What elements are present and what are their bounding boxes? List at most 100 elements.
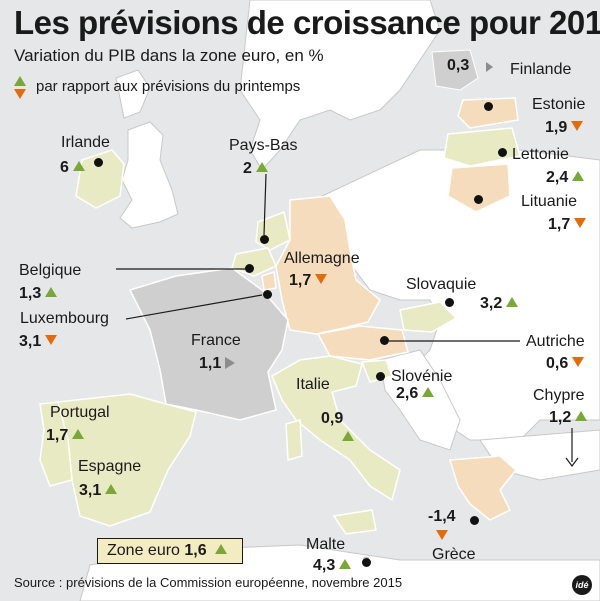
- value-lettonie: 2,4: [546, 169, 585, 187]
- marker-irlande: [94, 158, 103, 167]
- value-slovenie: 2,6: [396, 385, 435, 403]
- zone-euro-box: Zone euro 1,6: [97, 538, 243, 564]
- label-grece: Grèce: [432, 546, 476, 563]
- trend-down-icon: [45, 335, 58, 345]
- label-estonie: Estonie: [532, 96, 586, 113]
- value-belgique: 1,3: [19, 285, 58, 303]
- value-italie: 0,9: [321, 410, 344, 427]
- trend-up-icon: [575, 411, 588, 421]
- trend-up-icon: [342, 429, 354, 447]
- source-note: Source : prévisions de la Commission eur…: [14, 575, 403, 590]
- label-paysbas: Pays-Bas: [229, 137, 298, 154]
- trend-up-icon: [45, 287, 58, 297]
- trend-up-icon: [72, 429, 85, 439]
- value-slovaquie: 3,2: [480, 295, 519, 313]
- label-belgique: Belgique: [19, 262, 82, 279]
- zone-euro-value: 1,6: [184, 542, 207, 559]
- land-paysbas: [255, 210, 291, 251]
- value-autriche: 0,6: [546, 355, 585, 373]
- value-grece: -1,4: [428, 508, 456, 525]
- value-malte: 4,3: [313, 557, 352, 575]
- label-portugal: Portugal: [50, 404, 110, 421]
- trend-unchanged-icon: [225, 357, 236, 369]
- value-france: 1,1: [199, 355, 236, 373]
- marker-slovenie: [376, 372, 385, 381]
- label-espagne: Espagne: [78, 458, 142, 475]
- label-chypre: Chypre: [533, 387, 585, 404]
- marker-slovaquie: [445, 298, 454, 307]
- land-scandinavia: [239, 0, 441, 171]
- label-luxembourg: Luxembourg: [20, 310, 109, 327]
- label-malte: Malte: [306, 536, 346, 553]
- value-chypre: 1,2: [549, 409, 588, 427]
- trend-up-icon: [72, 161, 85, 171]
- legend-down-icon: [14, 87, 26, 105]
- land-lituanie: [447, 163, 511, 213]
- marker-paysbas: [260, 235, 269, 244]
- value-lituanie: 1,7: [548, 216, 587, 234]
- trend-up-icon: [215, 544, 228, 554]
- land-balkans: [379, 349, 461, 451]
- value-estonie: 1,9: [545, 119, 584, 137]
- marker-autriche: [380, 336, 389, 345]
- value-finlande: 0,3: [447, 57, 470, 74]
- land-finland: [431, 49, 479, 91]
- land-autriche: [316, 325, 409, 361]
- trend-up-icon: [422, 387, 435, 397]
- label-france: France: [191, 332, 241, 349]
- zone-euro-label: Zone euro: [107, 542, 180, 559]
- marker-belgique: [245, 264, 254, 273]
- trend-up-icon: [105, 484, 118, 494]
- land-estonie: [457, 97, 519, 129]
- legend-text: par rapport aux prévisions du printemps: [36, 78, 301, 95]
- land-grece: [449, 455, 518, 521]
- marker-estonie: [484, 102, 493, 111]
- trend-up-icon: [572, 171, 585, 181]
- land-sardaigne: [285, 419, 303, 461]
- land-allemagne: [275, 195, 381, 335]
- land-irlande: [75, 149, 125, 209]
- label-finlande: Finlande: [510, 61, 572, 78]
- label-italie: Italie: [296, 376, 330, 393]
- leader-paysbas: [263, 173, 267, 236]
- value-allemagne: 1,7: [289, 272, 328, 290]
- land-slovaquie: [399, 301, 458, 333]
- legend-up-icon: [14, 74, 26, 92]
- marker-lituanie: [474, 195, 483, 204]
- label-slovaquie: Slovaquie: [406, 276, 477, 293]
- marker-luxembourg: [263, 290, 272, 299]
- value-luxembourg: 3,1: [19, 333, 58, 351]
- label-allemagne: Allemagne: [284, 250, 360, 267]
- label-slovenie: Slovénie: [391, 368, 453, 385]
- publisher-logo: idé: [572, 575, 592, 595]
- page-title: Les prévisions de croissance pour 2015: [14, 4, 600, 41]
- trend-up-icon: [506, 297, 519, 307]
- trend-down-icon: [574, 218, 587, 228]
- land-luxembourg: [261, 270, 277, 291]
- label-irlande: Irlande: [61, 134, 110, 151]
- trend-down-icon: [572, 357, 585, 367]
- trend-down-icon: [571, 121, 584, 131]
- trend-down-icon: [315, 274, 328, 284]
- value-portugal: 1,7: [46, 427, 85, 445]
- land-uk: [119, 121, 179, 229]
- trend-up-icon: [339, 559, 352, 569]
- page-subtitle: Variation du PIB dans la zone euro, en %: [14, 46, 324, 65]
- marker-lettonie: [498, 148, 507, 157]
- value-irlande: 6: [60, 159, 85, 177]
- land-belgique: [231, 247, 277, 277]
- land-portugal: [39, 401, 73, 487]
- chypre-arrowhead: [565, 457, 579, 467]
- value-paysbas: 2: [243, 160, 268, 178]
- value-espagne: 3,1: [79, 482, 118, 500]
- land-france: [128, 267, 289, 421]
- label-autriche: Autriche: [526, 333, 585, 350]
- trend-up-icon: [255, 162, 268, 172]
- marker-grece: [470, 516, 479, 525]
- trend-down-icon: [436, 528, 448, 546]
- finlande-arrow: [486, 62, 493, 72]
- land-sicile: [332, 509, 377, 535]
- land-scotland: [115, 69, 151, 119]
- leader-luxembourg: [125, 294, 263, 320]
- label-lettonie: Lettonie: [512, 146, 569, 163]
